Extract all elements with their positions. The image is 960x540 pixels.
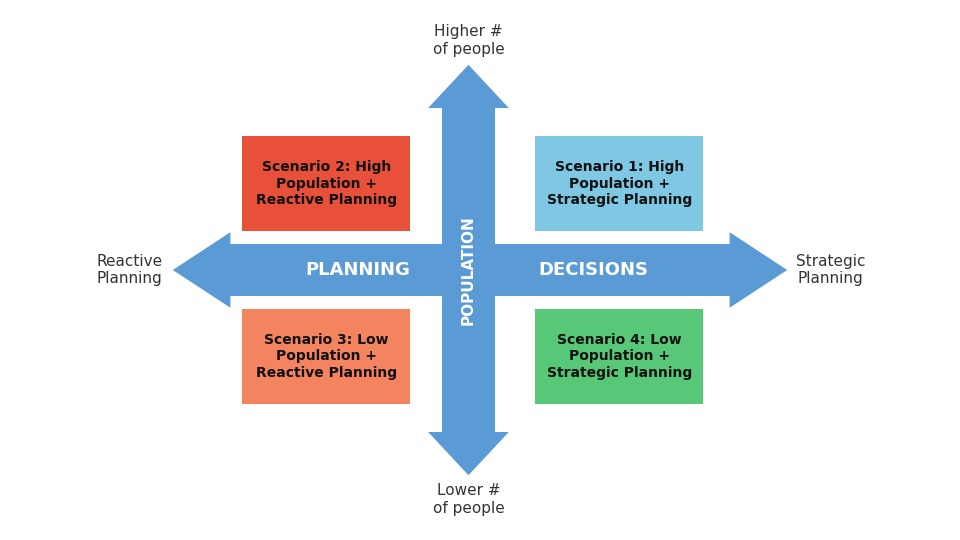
Text: Strategic
Planning: Strategic Planning [796,254,865,286]
Bar [230,244,730,296]
Text: Reactive
Planning: Reactive Planning [97,254,162,286]
Text: PLANNING: PLANNING [305,261,411,279]
FancyBboxPatch shape [536,136,703,231]
Bar [442,108,495,432]
Text: Higher #
of people: Higher # of people [433,24,504,57]
Text: Lower #
of people: Lower # of people [433,483,504,516]
FancyBboxPatch shape [536,309,703,403]
Text: Scenario 2: High
Population +
Reactive Planning: Scenario 2: High Population + Reactive P… [255,160,397,207]
FancyBboxPatch shape [243,309,411,403]
Polygon shape [173,232,230,308]
Text: POPULATION: POPULATION [461,215,476,325]
Text: Scenario 3: Low
Population +
Reactive Planning: Scenario 3: Low Population + Reactive Pl… [255,333,397,380]
Polygon shape [428,65,509,108]
Text: Scenario 4: Low
Population +
Strategic Planning: Scenario 4: Low Population + Strategic P… [546,333,692,380]
Text: Scenario 1: High
Population +
Strategic Planning: Scenario 1: High Population + Strategic … [546,160,692,207]
FancyBboxPatch shape [243,136,411,231]
Polygon shape [428,432,509,475]
Polygon shape [730,232,787,308]
Text: DECISIONS: DECISIONS [539,261,648,279]
